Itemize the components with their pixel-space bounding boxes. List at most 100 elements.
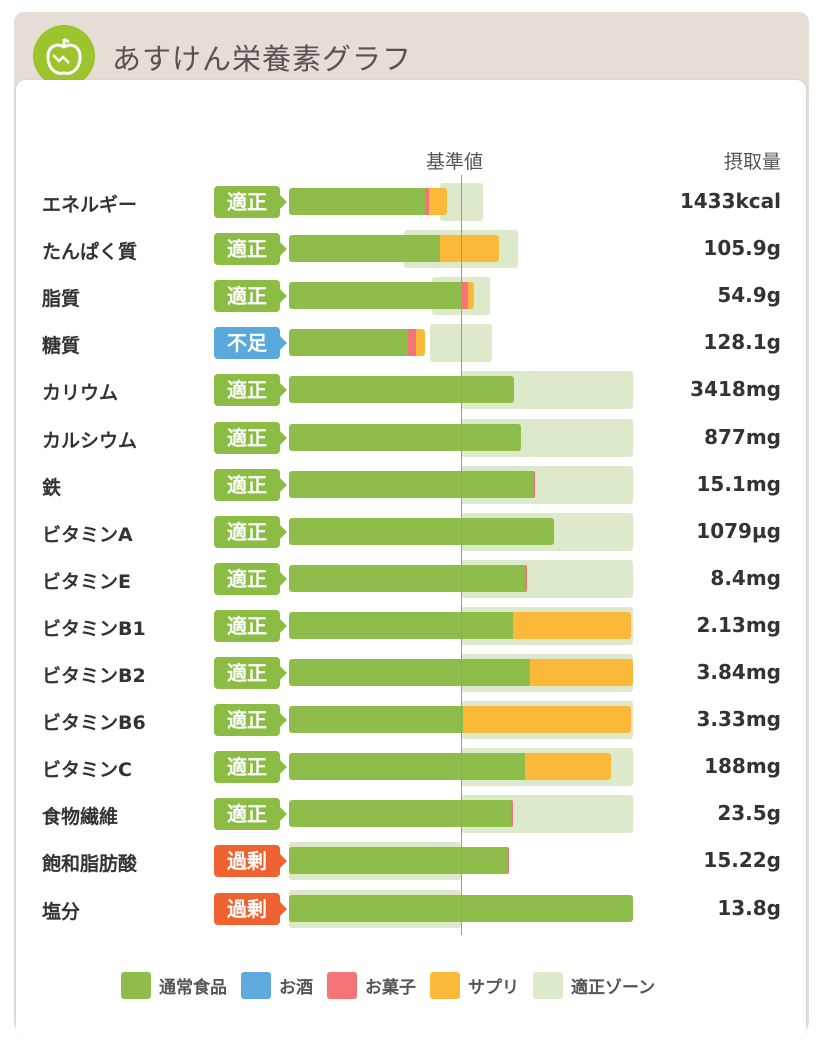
nutrient-label: 糖質 — [42, 335, 81, 358]
food-bar — [289, 753, 525, 781]
nutrient-row: 糖質 不足 128.1g — [0, 319, 823, 366]
nutrient-label: 塩分 — [42, 900, 81, 923]
food-bar — [289, 611, 513, 639]
status-badge: 適正 — [214, 421, 287, 454]
status-badge: 適正 — [214, 704, 287, 737]
intake-value: 23.5g — [717, 801, 781, 826]
nutrient-row: カルシウム 適正 877mg — [0, 414, 823, 461]
nutrient-row: ビタミンA 適正 1079µg — [0, 508, 823, 555]
food-bar — [289, 517, 554, 545]
legend-swatch — [241, 972, 271, 999]
nutrient-label: ビタミンC — [42, 759, 132, 782]
intake-value: 3418mg — [690, 377, 781, 402]
legend: 通常食品 お酒 お菓子 サプリ 適正ゾーン — [121, 972, 655, 999]
legend-label: サプリ — [468, 978, 519, 998]
nutrient-row: たんぱく質 適正 105.9g — [0, 225, 823, 272]
supplement-bar — [524, 753, 611, 781]
sweets-bar — [510, 800, 513, 828]
nutrient-row: ビタミンE 適正 8.4mg — [0, 555, 823, 602]
nutrient-label: ビタミンE — [42, 570, 131, 593]
intake-value: 877mg — [704, 424, 781, 449]
intake-value: 15.1mg — [696, 471, 781, 496]
nutrient-row: 脂質 適正 54.9g — [0, 272, 823, 319]
standard-line — [461, 175, 462, 935]
intake-value: 2.13mg — [696, 612, 781, 637]
status-badge: 適正 — [214, 515, 287, 548]
food-bar — [289, 235, 441, 263]
intake-value: 1433kcal — [679, 189, 781, 213]
nutrient-label: カルシウム — [42, 429, 138, 452]
food-bar — [289, 329, 408, 357]
status-badge: 適正 — [214, 609, 287, 642]
nutrient-row: ビタミンC 適正 188mg — [0, 743, 823, 790]
food-bar — [289, 800, 511, 828]
food-bar — [289, 423, 522, 451]
intake-value: 8.4mg — [710, 565, 781, 590]
supplement-bar — [440, 235, 499, 263]
status-badge: 適正 — [214, 468, 287, 501]
status-badge: 過剰 — [214, 892, 287, 925]
legend-item-alcohol: お酒 — [241, 972, 313, 999]
legend-item-zone: 適正ゾーン — [533, 972, 655, 999]
nutrient-label: 脂質 — [42, 288, 81, 311]
nutrient-label: カリウム — [42, 382, 119, 405]
nutrient-row: 食物繊維 適正 23.5g — [0, 790, 823, 837]
supplement-bar — [467, 282, 474, 310]
nutrient-row: ビタミンB2 適正 3.84mg — [0, 649, 823, 696]
status-badge: 適正 — [214, 751, 287, 784]
legend-label: お菓子 — [365, 978, 416, 998]
food-bar — [289, 470, 534, 498]
zone-bar — [430, 324, 492, 363]
nutrient-label: ビタミンA — [42, 523, 133, 546]
page-title: あすけん栄養素グラフ — [112, 42, 413, 76]
food-bar — [289, 376, 515, 404]
supplement-bar — [529, 659, 633, 686]
intake-value: 3.33mg — [696, 707, 781, 732]
legend-label: 適正ゾーン — [571, 978, 656, 998]
nutrient-row: 塩分 過剰 13.8g — [0, 885, 823, 932]
nutrient-label: ビタミンB1 — [42, 617, 146, 640]
legend-swatch — [327, 972, 357, 999]
nutrient-row: ビタミンB1 適正 2.13mg — [0, 602, 823, 649]
supplement-bar — [512, 611, 632, 639]
supplement-bar — [462, 706, 632, 734]
food-bar — [289, 188, 425, 215]
intake-header: 摂取量 — [723, 151, 781, 173]
intake-value: 128.1g — [703, 330, 781, 355]
nutrient-label: たんぱく質 — [42, 241, 138, 264]
food-bar — [289, 659, 530, 686]
intake-value: 54.9g — [717, 283, 781, 308]
legend-swatch — [430, 972, 460, 999]
sweets-bar — [533, 470, 535, 498]
status-badge: 適正 — [214, 798, 287, 831]
nutrient-row: カリウム 適正 3418mg — [0, 366, 823, 413]
nutrient-row: 飽和脂肪酸 過剰 15.22g — [0, 837, 823, 884]
supplement-bar — [428, 188, 447, 215]
nutrient-label: ビタミンB6 — [42, 712, 146, 735]
nutrient-label: 食物繊維 — [42, 806, 119, 829]
nutrient-label: ビタミンB2 — [42, 665, 146, 687]
sweets-bar — [461, 282, 468, 310]
nutrient-label: 鉄 — [42, 476, 62, 499]
intake-value: 13.8g — [717, 895, 781, 920]
sweets-bar — [407, 329, 417, 357]
status-badge: 適正 — [214, 186, 287, 218]
legend-swatch — [533, 972, 563, 999]
intake-value: 1079µg — [696, 518, 781, 543]
legend-item-supplement: サプリ — [430, 972, 519, 999]
legend-item-food: 通常食品 — [121, 972, 227, 999]
food-bar — [289, 847, 508, 875]
intake-value: 15.22g — [703, 848, 781, 873]
status-badge: 適正 — [214, 562, 287, 595]
supplement-bar — [416, 329, 425, 357]
apple-logo-icon — [33, 25, 95, 87]
legend-label: お酒 — [279, 978, 313, 998]
status-badge: 適正 — [214, 280, 287, 313]
nutrient-label: エネルギー — [42, 194, 138, 216]
legend-label: 通常食品 — [159, 978, 227, 998]
status-badge: 適正 — [214, 657, 287, 689]
status-badge: 適正 — [214, 233, 287, 266]
legend-swatch — [121, 972, 151, 999]
sweets-bar — [524, 564, 528, 592]
sweets-bar — [507, 847, 510, 875]
